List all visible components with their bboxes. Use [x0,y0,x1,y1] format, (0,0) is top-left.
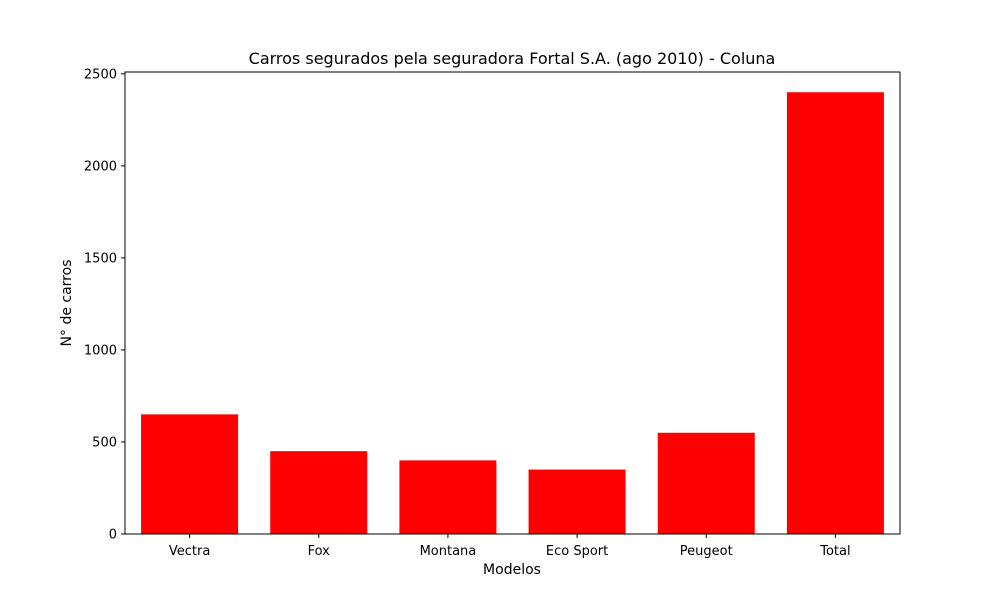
bars-group [141,92,884,534]
x-tick-label-total: Total [819,544,850,559]
x-tick-label-vectra: Vectra [169,544,210,559]
bar-fox [270,451,368,534]
x-tick-label-montana: Montana [420,544,477,559]
bar-vectra [141,414,239,534]
chart-title: Carros segurados pela seguradora Fortal … [249,49,776,68]
y-tick-label-2000: 2000 [84,159,117,174]
y-tick-label-1000: 1000 [84,343,117,358]
y-tick-label-0: 0 [109,528,117,543]
x-tick-label-eco-sport: Eco Sport [546,544,608,559]
x-tick-label-peugeot: Peugeot [680,544,733,559]
x-axis-label: Modelos [483,562,541,578]
y-tick-label-500: 500 [92,435,117,450]
y-axis-label: N° de carros [59,260,75,347]
bar-total [786,92,884,534]
y-tick-label-1500: 1500 [84,251,117,266]
bar-peugeot [657,432,755,534]
x-axis: Vectra Fox Montana Eco Sport Peugeot Total [169,534,851,559]
plot-frame [124,71,901,535]
y-tick-label-2500: 2500 [84,67,117,82]
y-axis: 0 500 1000 1500 2000 2500 [84,67,125,543]
bar-montana [399,460,497,534]
bar-eco-sport [528,469,626,534]
x-tick-label-fox: Fox [308,544,331,559]
